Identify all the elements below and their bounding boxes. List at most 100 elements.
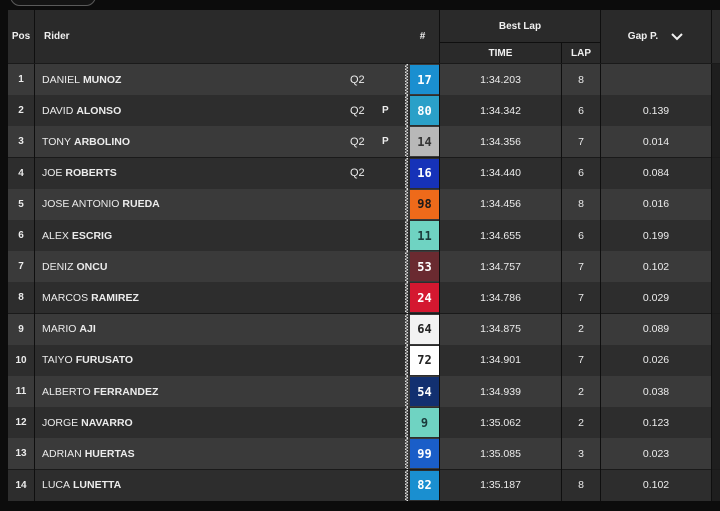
checker-strip — [405, 188, 408, 220]
table-row[interactable]: 7 DENIZ ONCU 53 1:34.757 7 0.102 — [8, 251, 720, 283]
best-lap-number: 7 — [578, 260, 584, 273]
rider-first-name: ALBERTO — [42, 385, 91, 398]
pit-indicator — [382, 251, 394, 282]
rider-first-name: ALEX — [42, 229, 69, 242]
q2-badge: Q2 — [350, 73, 365, 86]
table-row[interactable]: 11 ALBERTO FERRANDEZ 54 1:34.939 2 0.038 — [8, 376, 720, 407]
gap-previous: 0.029 — [642, 291, 670, 304]
best-lap-number: 7 — [578, 291, 584, 304]
header-number[interactable]: # — [419, 31, 426, 42]
rider-name[interactable]: MARIO AJI — [42, 314, 342, 345]
header-gap[interactable]: Gap P. — [601, 10, 711, 63]
pit-indicator — [382, 438, 394, 469]
q2-badge — [350, 438, 374, 469]
rider-last-name: ARBOLINO — [73, 135, 130, 148]
rider-name[interactable]: LUCA LUNETTA — [42, 470, 342, 501]
header-time[interactable]: TIME — [488, 47, 513, 59]
rider-first-name: DENIZ — [42, 260, 74, 273]
pit-indicator — [382, 376, 394, 407]
right-edge-column — [711, 313, 720, 345]
table-row[interactable]: 1 DANIEL MUNOZ Q2 17 1:34.203 8 — [8, 64, 720, 95]
right-edge-column — [711, 95, 720, 127]
rider-last-name: FERRANDEZ — [93, 385, 159, 398]
rider-name[interactable]: ADRIAN HUERTAS — [42, 438, 342, 469]
rider-name[interactable]: JORGE NAVARRO — [42, 407, 342, 438]
rider-number: 53 — [410, 252, 439, 282]
rider-name[interactable]: TONY ARBOLINO — [42, 126, 342, 157]
table-row[interactable]: 12 JORGE NAVARRO 9 1:35.062 2 0.123 — [8, 407, 720, 439]
table-row[interactable]: 14 LUCA LUNETTA 82 1:35.187 8 0.102 — [8, 469, 720, 501]
q2-badge: Q2 — [350, 104, 365, 117]
table-row[interactable]: 8 MARCOS RAMIREZ 24 1:34.786 7 0.029 — [8, 282, 720, 314]
table-row[interactable]: 6 ALEX ESCRIG 11 1:34.655 6 0.199 — [8, 220, 720, 251]
rider-name[interactable]: TAIYO FURUSATO — [42, 345, 342, 376]
right-edge-column — [711, 438, 720, 470]
table-row[interactable]: 2 DAVID ALONSO Q2 P 80 1:34.342 6 0.139 — [8, 95, 720, 127]
best-lap-time: 1:34.875 — [480, 323, 521, 336]
right-edge-column — [711, 126, 720, 158]
best-lap-time: 1:34.342 — [480, 104, 521, 117]
rider-name[interactable]: ALEX ESCRIG — [42, 220, 342, 251]
checker-strip — [405, 407, 408, 439]
rider-first-name: ADRIAN — [42, 447, 82, 460]
rider-first-name: JOE — [42, 167, 63, 180]
q2-badge: Q2 — [350, 135, 365, 148]
right-edge-column — [711, 220, 720, 251]
pit-indicator — [382, 345, 394, 376]
table-header: Pos Rider # Best Lap TIME LAP Gap P. — [8, 10, 720, 63]
rider-last-name: ALONSO — [76, 104, 122, 117]
checker-strip — [405, 469, 408, 501]
table-row[interactable]: 10 TAIYO FURUSATO 72 1:34.901 7 0.026 — [8, 344, 720, 376]
table-row[interactable]: 4 JOE ROBERTS Q2 16 1:34.440 6 0.084 — [8, 157, 720, 189]
rider-last-name: MUNOZ — [82, 73, 122, 86]
gap-previous: 0.089 — [642, 323, 670, 336]
rider-name[interactable]: MARCOS RAMIREZ — [42, 282, 342, 313]
row-position: 5 — [18, 198, 24, 210]
table-row[interactable]: 13 ADRIAN HUERTAS 99 1:35.085 3 0.023 — [8, 438, 720, 470]
rider-name[interactable]: JOE ROBERTS — [42, 158, 342, 189]
right-edge-column — [711, 251, 720, 283]
best-lap-time: 1:35.062 — [480, 416, 521, 429]
pit-indicator — [382, 407, 394, 438]
row-position: 10 — [15, 354, 27, 366]
header-pos[interactable]: Pos — [11, 31, 31, 42]
best-lap-number: 8 — [578, 479, 584, 492]
row-position: 4 — [18, 167, 24, 179]
rider-number: 9 — [410, 408, 439, 438]
top-pill-button[interactable] — [10, 0, 96, 6]
row-position: 2 — [18, 105, 24, 117]
q2-badge — [350, 314, 374, 345]
header-best-lap: Best Lap — [498, 20, 542, 32]
row-position: 13 — [15, 448, 27, 460]
table-row[interactable]: 9 MARIO AJI 64 1:34.875 2 0.089 — [8, 313, 720, 345]
table-row[interactable]: 3 TONY ARBOLINO Q2 P 14 1:34.356 7 0.014 — [8, 126, 720, 158]
gap-previous: 0.084 — [642, 167, 670, 180]
checker-strip — [405, 282, 408, 314]
rider-name[interactable]: DANIEL MUNOZ — [42, 64, 342, 95]
gap-previous: 0.016 — [642, 198, 670, 211]
row-position: 7 — [18, 261, 24, 273]
rider-name[interactable]: DENIZ ONCU — [42, 251, 342, 282]
checker-strip — [405, 251, 408, 283]
row-position: 6 — [18, 230, 24, 241]
gap-previous: 0.123 — [642, 416, 670, 429]
checker-strip — [405, 157, 408, 189]
rider-number: 80 — [410, 96, 439, 126]
right-edge-column — [711, 282, 720, 314]
rider-name[interactable]: ALBERTO FERRANDEZ — [42, 376, 342, 407]
gap-previous: 0.038 — [642, 385, 670, 398]
rider-name[interactable]: DAVID ALONSO — [42, 95, 342, 126]
best-lap-number: 3 — [578, 447, 584, 460]
table-row[interactable]: 5 JOSE ANTONIO RUEDA 98 1:34.456 8 0.016 — [8, 188, 720, 220]
checker-strip — [405, 313, 408, 345]
row-position: 12 — [15, 417, 27, 429]
rider-last-name: AJI — [79, 323, 96, 336]
rider-name[interactable]: JOSE ANTONIO RUEDA — [42, 189, 342, 220]
rider-first-name: DAVID — [42, 104, 74, 117]
header-lap[interactable]: LAP — [571, 47, 591, 59]
best-lap-number: 7 — [578, 135, 584, 148]
header-rider[interactable]: Rider — [44, 31, 70, 42]
checker-strip — [405, 126, 408, 158]
checker-strip — [405, 95, 408, 127]
gap-previous: 0.014 — [642, 135, 670, 148]
